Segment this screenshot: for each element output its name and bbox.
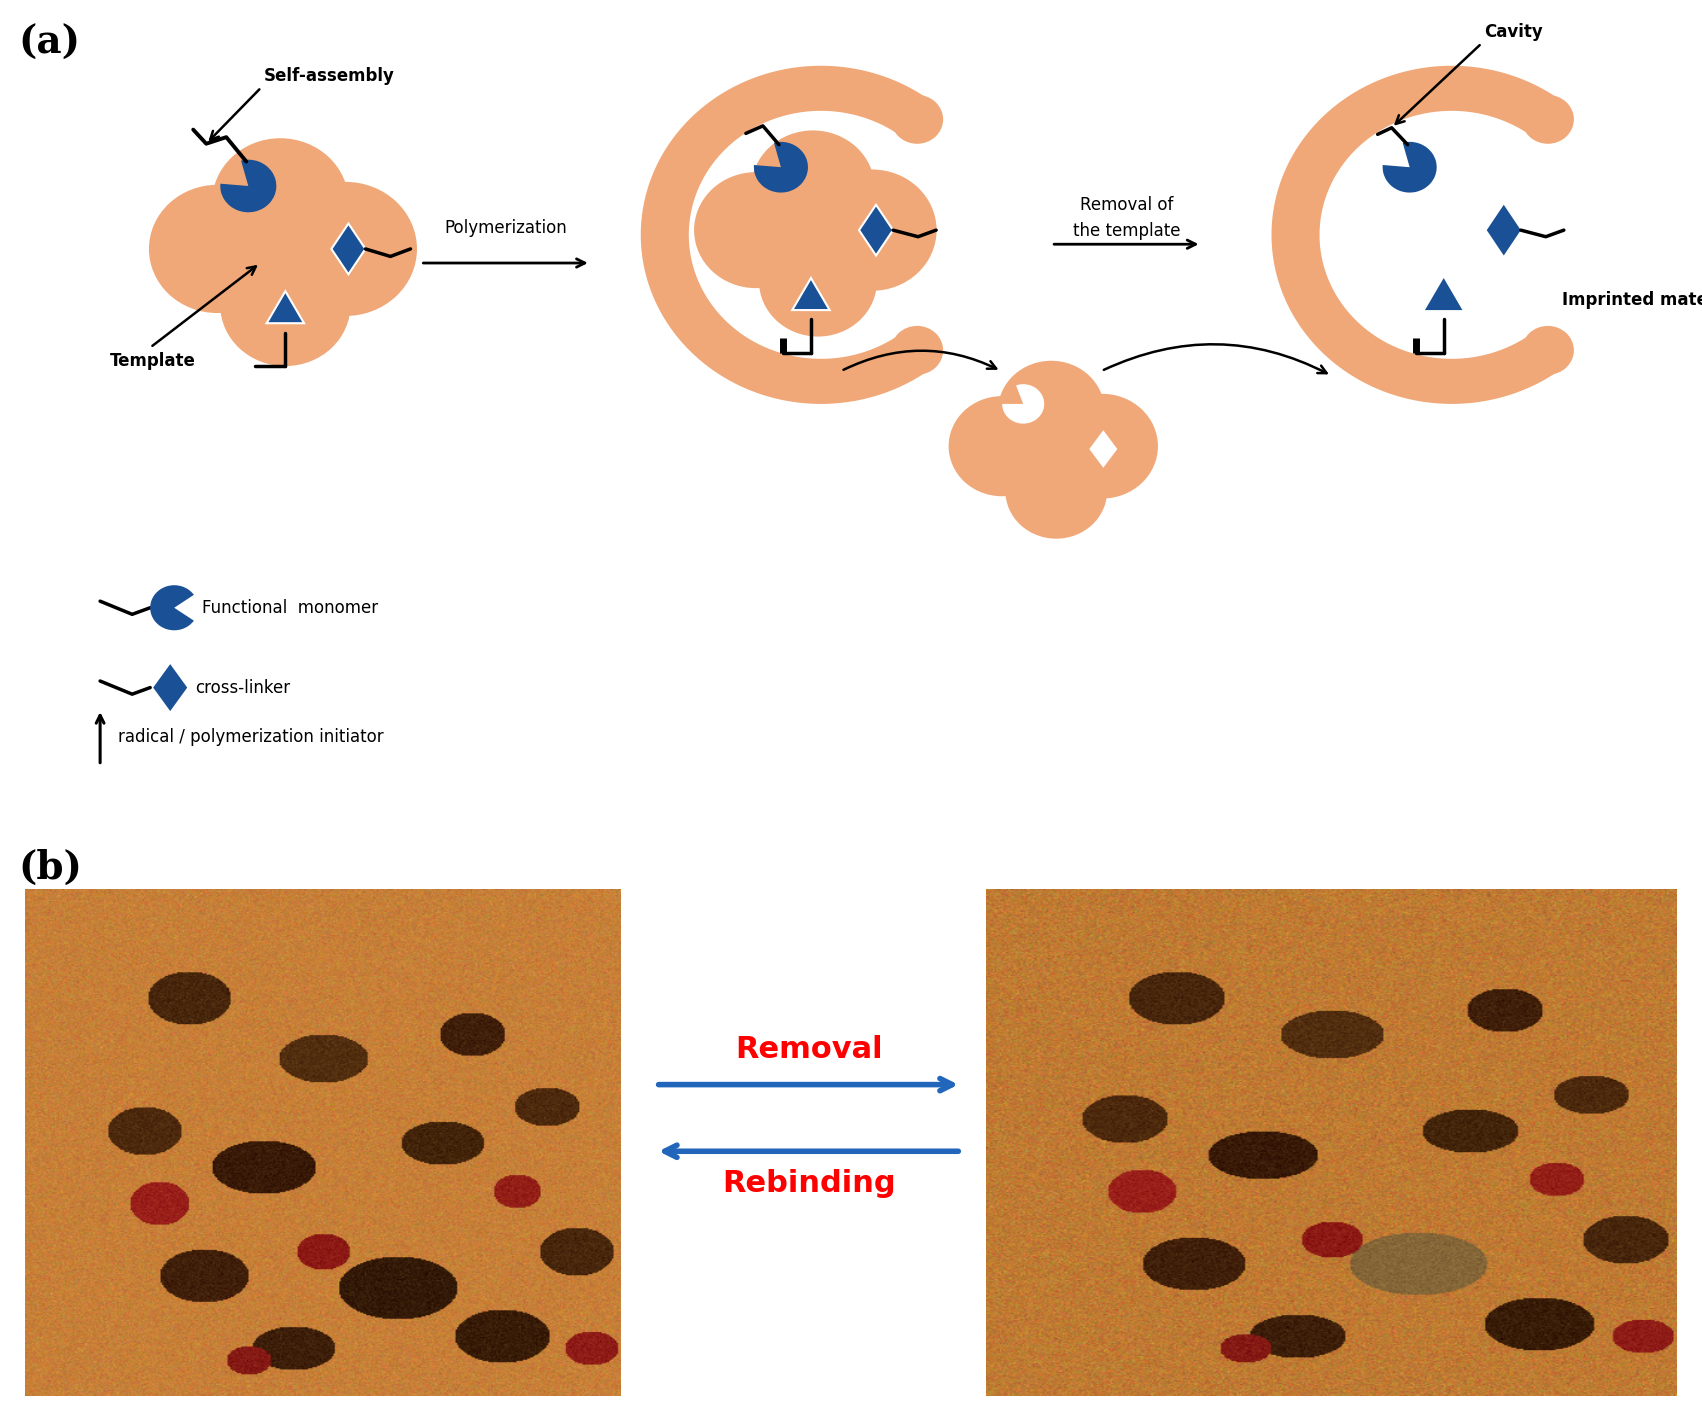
Circle shape <box>1522 94 1574 144</box>
Circle shape <box>1006 444 1106 538</box>
Text: Cavity: Cavity <box>1484 24 1542 41</box>
Polygon shape <box>860 204 894 255</box>
Text: NIP: NIP <box>1462 934 1532 968</box>
Circle shape <box>892 94 943 144</box>
Circle shape <box>997 361 1105 461</box>
Text: Self-assembly: Self-assembly <box>264 68 395 86</box>
Polygon shape <box>267 292 305 323</box>
Text: cross-linker: cross-linker <box>196 679 291 696</box>
Polygon shape <box>1425 278 1462 310</box>
Wedge shape <box>754 142 808 193</box>
Circle shape <box>757 183 868 286</box>
Text: Polymerization: Polymerization <box>444 218 567 237</box>
Text: (b): (b) <box>19 850 82 888</box>
Circle shape <box>694 172 817 287</box>
Circle shape <box>759 225 877 337</box>
Circle shape <box>274 182 417 316</box>
Polygon shape <box>1089 430 1117 468</box>
Text: Removal: Removal <box>735 1036 883 1064</box>
Text: Functional  monomer: Functional monomer <box>203 599 378 617</box>
Wedge shape <box>1382 142 1436 193</box>
Polygon shape <box>640 66 933 404</box>
Text: MIP: MIP <box>1491 1116 1568 1151</box>
Wedge shape <box>220 159 276 213</box>
Text: Removal of: Removal of <box>1079 196 1173 214</box>
Polygon shape <box>1271 66 1562 404</box>
Polygon shape <box>791 278 829 310</box>
Polygon shape <box>1488 204 1522 255</box>
Circle shape <box>1004 406 1099 496</box>
Polygon shape <box>153 664 187 712</box>
Circle shape <box>220 196 342 311</box>
Circle shape <box>1047 393 1157 499</box>
Polygon shape <box>332 224 366 275</box>
Text: the template: the template <box>1072 221 1179 240</box>
Text: Rebinding: Rebinding <box>722 1169 895 1198</box>
Circle shape <box>807 169 936 290</box>
Circle shape <box>751 131 875 247</box>
Circle shape <box>148 185 286 313</box>
Text: radical / polymerization initiator: radical / polymerization initiator <box>117 728 383 747</box>
Circle shape <box>213 138 349 266</box>
Circle shape <box>892 325 943 375</box>
Circle shape <box>220 244 351 366</box>
Circle shape <box>1522 325 1574 375</box>
Text: Imprinted material: Imprinted material <box>1562 292 1702 309</box>
Text: Template: Template <box>111 352 196 371</box>
Wedge shape <box>1002 385 1045 424</box>
Wedge shape <box>150 585 194 630</box>
Circle shape <box>948 396 1055 496</box>
Text: (a): (a) <box>19 24 80 62</box>
